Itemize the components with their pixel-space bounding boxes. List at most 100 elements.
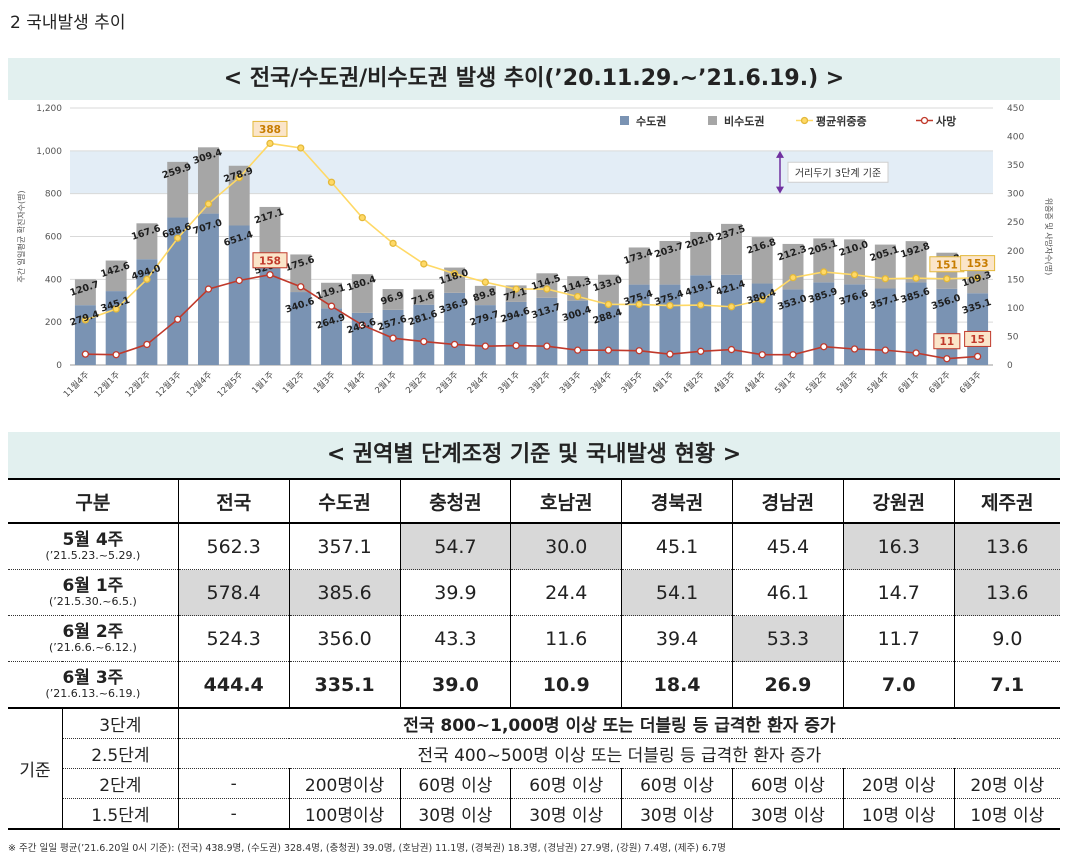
week-cell: 6월 2주 (’21.6.6.~6.12.) — [8, 615, 179, 662]
death-point — [81, 350, 90, 358]
bar-noncapital — [259, 206, 281, 254]
value-cell: 54.7 — [399, 523, 511, 570]
critical-point — [820, 268, 828, 276]
criteria-cell: 10명 이상 — [842, 798, 955, 830]
death-point — [297, 283, 305, 291]
y-tick-label: 1,200 — [36, 104, 62, 114]
x-tick-label: 5월4주 — [865, 369, 892, 396]
death-point — [420, 337, 428, 346]
bar-noncapital — [659, 240, 681, 285]
critical-point — [174, 234, 182, 242]
band-label: 거리두기 3단계 기준 — [795, 167, 881, 179]
death-point — [758, 351, 766, 359]
bar-noncapital — [197, 147, 219, 214]
header-cell: 경남권 — [731, 478, 844, 524]
x-tick-label: 3월1주 — [496, 369, 523, 396]
death-point — [820, 343, 828, 351]
x-tick-label: 12월5주 — [215, 369, 245, 399]
value-cell: 43.3 — [399, 615, 511, 662]
section-title: 2 국내발생 추이 — [10, 13, 126, 33]
criteria-cell: 60명 이상 — [621, 768, 733, 799]
value-cell: 54.1 — [621, 569, 733, 616]
footnote: ※ 주간 일일 평균(’21.6.20일 0시 기준): (전국) 438.9명… — [8, 843, 726, 854]
death-point — [789, 351, 797, 359]
bar-capital — [136, 259, 158, 365]
y2-tick-label: 300 — [1007, 190, 1024, 200]
critical-point — [850, 271, 859, 279]
death-point — [112, 351, 120, 359]
bar-capital — [167, 217, 189, 365]
death-point — [235, 276, 243, 285]
critical-point — [881, 275, 889, 283]
criteria-row: 2단계 - 200명이상 60명 이상 60명 이상 60명 이상 60명 이상… — [8, 768, 1060, 799]
critical-point — [297, 144, 305, 152]
band-label-box — [787, 161, 889, 183]
bar-noncapital — [597, 274, 619, 304]
y-tick-label: 0 — [56, 361, 62, 371]
criteria-cell: 100명이상 — [288, 798, 400, 830]
criteria-cell: - — [177, 768, 290, 799]
critical-point — [389, 239, 397, 248]
critical-point — [512, 285, 520, 293]
critical-point — [574, 292, 582, 301]
critical-point — [327, 178, 336, 186]
chart-area: 0 200 400 600 800 1,000 1,200 0 50 100 150 200 250 30… — [8, 100, 1060, 420]
legend-label: 사망 — [936, 114, 956, 128]
x-tick-label: 3월3주 — [557, 369, 584, 396]
x-tick-label: 1월1주 — [250, 369, 277, 396]
x-tick-label: 5월2주 — [803, 369, 830, 396]
critical-point — [697, 301, 705, 309]
callout-label: 158 — [259, 255, 281, 267]
value-cell: 18.4 — [621, 661, 733, 709]
criteria-cell: 30명 이상 — [510, 798, 622, 830]
x-tick-label: 4월3주 — [711, 369, 738, 396]
value-cell: 45.4 — [731, 523, 844, 570]
criteria-cell: 200명이상 — [288, 768, 400, 799]
bar-noncapital — [967, 269, 989, 294]
death-point — [604, 346, 613, 354]
week-label: 6월 1주 — [62, 575, 124, 596]
value-cell: 39.9 — [399, 569, 511, 616]
criteria-cell: 10명 이상 — [953, 798, 1060, 830]
week-range: (’21.6.6.~6.12.) — [49, 640, 137, 654]
x-tick-label: 6월3주 — [957, 369, 984, 396]
y-tick-label: 600 — [45, 233, 62, 243]
value-cell: 24.4 — [510, 569, 622, 616]
legend-marker — [920, 116, 929, 125]
bar-capital — [321, 308, 342, 365]
bar-noncapital — [382, 289, 404, 310]
chart-title-banner: < 전국/수도권/비수도권 발생 추이(’20.11.29.~’21.6.19.… — [8, 58, 1060, 100]
header-cell: 제주권 — [953, 478, 1060, 524]
bar-capital — [690, 275, 712, 365]
bar-noncapital — [290, 254, 312, 293]
y2-tick-label: 450 — [1007, 104, 1024, 114]
criteria-cell: 30명 이상 — [399, 798, 511, 830]
critical-line — [85, 142, 978, 321]
week-range: (’21.6.13.~6.19.) — [45, 686, 141, 700]
week-label: 6월 3주 — [62, 667, 124, 688]
critical-point — [481, 278, 490, 286]
value-cell: 45.1 — [621, 523, 733, 570]
y-tick-label: 200 — [45, 318, 62, 328]
callout-label: 388 — [259, 124, 281, 136]
table-row: 5월 4주 (’21.5.23.~5.29.) 562.3 357.1 54.7 … — [8, 523, 1060, 570]
value-cell: 7.0 — [842, 661, 955, 709]
value-cell: 16.3 — [842, 523, 955, 570]
y2-axis-title: 위중증 및 사망자수(명) — [1044, 198, 1054, 276]
value-cell: 357.1 — [288, 523, 400, 570]
callout-box — [964, 330, 992, 347]
bar-noncapital — [351, 274, 373, 313]
bar-capital — [813, 282, 835, 365]
value-cell: 14.7 — [842, 569, 955, 616]
x-tick-label: 5월1주 — [773, 369, 800, 396]
value-cell: 11.7 — [842, 615, 955, 662]
death-point — [266, 271, 274, 279]
death-point — [543, 342, 551, 350]
bar-noncapital — [413, 289, 435, 305]
header-cell: 경북권 — [621, 478, 733, 524]
critical-point — [666, 301, 674, 310]
callout-label: 11 — [940, 336, 955, 348]
critical-point — [235, 174, 243, 182]
bar-capital — [74, 305, 96, 365]
x-tick-label: 12월1주 — [92, 369, 122, 399]
